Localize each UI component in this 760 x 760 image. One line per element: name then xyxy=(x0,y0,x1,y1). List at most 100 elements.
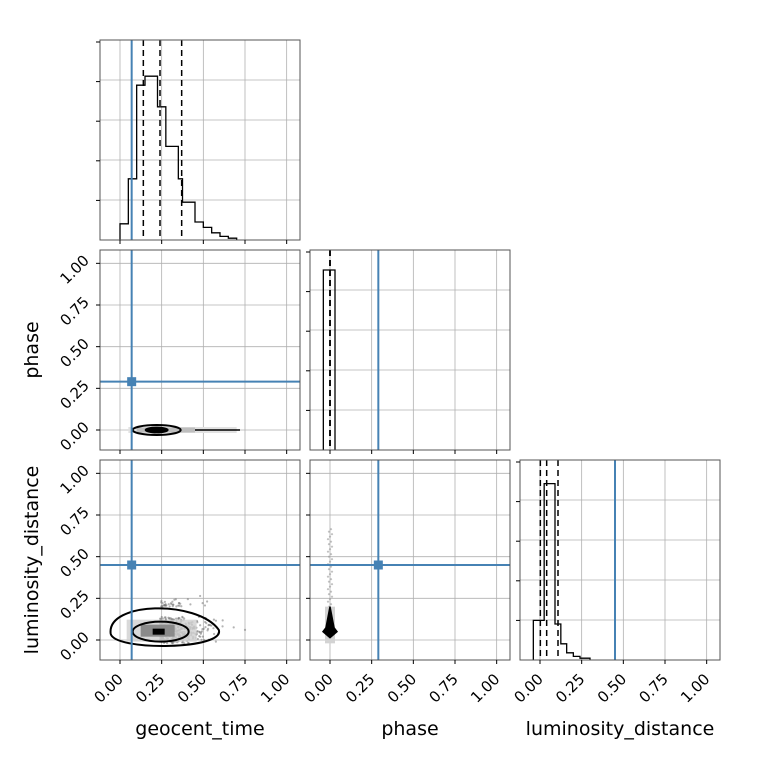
panel-frame xyxy=(309,249,511,451)
scatter-point xyxy=(161,617,164,620)
x-tick-label: 0.25 xyxy=(132,670,168,706)
scatter-point xyxy=(214,640,217,643)
panel-frame xyxy=(99,459,301,661)
panel-2d-geocent_time-luminosity_distance xyxy=(99,459,301,661)
y-tick-label: 0.25 xyxy=(56,586,92,622)
scatter-point xyxy=(326,550,330,553)
scatter-point xyxy=(327,543,331,546)
scatter-point xyxy=(329,590,333,593)
scatter-point xyxy=(199,594,202,598)
scatter-point xyxy=(163,616,166,619)
scatter-point xyxy=(326,600,330,603)
density-peak xyxy=(152,628,165,635)
scatter-point xyxy=(178,601,181,605)
scatter-point xyxy=(160,605,163,608)
scatter-point xyxy=(328,535,332,538)
scatter-point xyxy=(329,553,333,556)
scatter-point xyxy=(243,628,247,632)
scatter-point xyxy=(327,555,331,558)
panel-frame xyxy=(519,459,721,661)
scatter-point xyxy=(329,603,333,606)
scatter-point xyxy=(160,615,163,619)
scatter-point xyxy=(165,642,169,645)
hist-panel-phase xyxy=(306,249,511,451)
x-axis-label-luminosity_distance: luminosity_distance xyxy=(526,718,715,740)
x-tick-label: 0.25 xyxy=(342,670,378,706)
scatter-point xyxy=(330,595,334,598)
scatter-point xyxy=(204,620,207,624)
panel-frame xyxy=(309,459,511,661)
scatter-point xyxy=(181,615,184,618)
histogram-step xyxy=(119,75,238,240)
truth-marker xyxy=(373,560,383,570)
y-axis-label-luminosity_distance: luminosity_distance xyxy=(21,466,43,655)
scatter-point xyxy=(183,617,186,620)
x-tick-label: 0.00 xyxy=(510,670,546,706)
scatter-point xyxy=(214,619,218,622)
scatter-point xyxy=(330,545,334,548)
y-tick-label: 0.50 xyxy=(56,545,92,581)
corner-panels xyxy=(96,39,721,661)
scatter-point xyxy=(200,630,203,633)
y-tick-label: 0.75 xyxy=(56,503,92,539)
scatter-point xyxy=(186,641,190,644)
scatter-point xyxy=(212,618,216,621)
scatter-point xyxy=(175,617,178,620)
scatter-point xyxy=(232,626,235,629)
scatter-point xyxy=(327,593,331,596)
x-tick-label: 1.00 xyxy=(467,670,503,706)
x-tick-label: 0.00 xyxy=(90,670,126,706)
panel-frame xyxy=(99,249,301,451)
y-tick-label: 0.50 xyxy=(56,335,92,371)
x-tick-label: 0.50 xyxy=(384,670,420,706)
scatter-point xyxy=(329,540,333,543)
scatter-point xyxy=(177,617,180,620)
x-tick-label: 0.75 xyxy=(425,670,461,706)
x-tick-label: 0.00 xyxy=(300,670,336,706)
x-tick-label: 0.25 xyxy=(552,670,588,706)
scatter-point xyxy=(169,617,172,620)
scatter-point xyxy=(198,630,201,633)
scatter-point xyxy=(200,638,203,641)
scatter-point xyxy=(206,629,209,632)
scatter-point xyxy=(330,570,334,573)
scatter-point xyxy=(328,598,332,601)
contour-outer xyxy=(109,607,220,648)
scatter-point xyxy=(183,642,186,645)
y-tick-label: 0.00 xyxy=(56,418,92,454)
scatter-point xyxy=(199,624,202,627)
scatter-point xyxy=(163,604,166,607)
scatter-point xyxy=(201,635,204,638)
x-axis-label-phase: phase xyxy=(381,718,438,740)
scatter-point xyxy=(198,634,201,638)
scatter-point xyxy=(326,538,330,541)
scatter-point xyxy=(328,573,332,576)
scatter-point xyxy=(205,600,209,603)
scatter-point xyxy=(330,558,334,561)
scatter-point xyxy=(168,605,171,608)
scatter-point xyxy=(329,565,333,568)
contour-inner xyxy=(321,606,339,639)
scatter-point xyxy=(221,625,224,628)
scatter-point xyxy=(326,588,330,591)
scatter-point xyxy=(330,583,334,586)
y-tick-label: 0.25 xyxy=(56,376,92,412)
scatter-point xyxy=(328,548,332,551)
scatter-point xyxy=(327,580,331,583)
scatter-point xyxy=(174,598,177,601)
scatter-point xyxy=(171,603,175,606)
truth-marker xyxy=(127,377,137,387)
x-axis-label-geocent_time: geocent_time xyxy=(135,718,264,740)
y-tick-label: 0.00 xyxy=(56,628,92,664)
y-tick-label: 1.00 xyxy=(56,251,92,287)
scatter-point xyxy=(171,600,174,603)
y-tick-label: 0.75 xyxy=(56,293,92,329)
scatter-point xyxy=(160,599,163,603)
x-tick-label: 1.00 xyxy=(677,670,713,706)
scatter-point xyxy=(203,604,207,607)
scatter-point xyxy=(326,575,330,578)
scatter-point xyxy=(221,619,224,622)
hist-panel-luminosity_distance xyxy=(516,459,721,661)
scatter-point xyxy=(178,604,181,607)
